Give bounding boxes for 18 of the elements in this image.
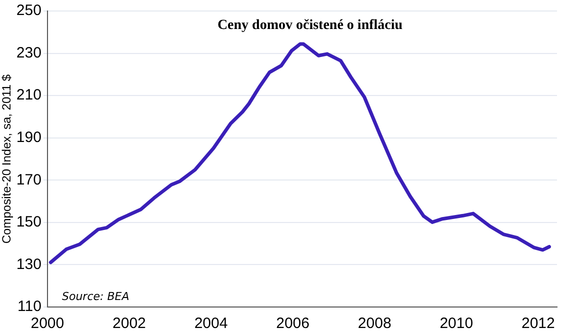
x-tick-label: 2004 <box>194 315 228 332</box>
x-tick-label: 2008 <box>358 315 392 332</box>
y-tick-label: 110 <box>18 298 42 316</box>
x-tick-label: 2012 <box>522 315 555 332</box>
y-tick-label: 190 <box>16 129 42 146</box>
y-tick-label: 150 <box>16 214 42 231</box>
annotation: Source: BEA <box>62 290 130 303</box>
y-tick-label: 130 <box>16 256 42 273</box>
y-axis-title: Composite-20 Index, sa, 2011 $ <box>0 74 14 244</box>
y-tick-label: 170 <box>16 171 42 188</box>
x-tick-label: 2002 <box>112 315 146 332</box>
text: Ceny domov očistené o infláciu <box>216 18 404 34</box>
x-tick-label: 2006 <box>276 315 310 332</box>
y-tick-label: 210 <box>16 86 42 104</box>
x-tick-label: 2000 <box>30 315 64 332</box>
y-tick-label: 250 <box>16 2 42 20</box>
y-tick-label: 230 <box>16 44 42 62</box>
x-tick-label: 2010 <box>440 315 474 332</box>
